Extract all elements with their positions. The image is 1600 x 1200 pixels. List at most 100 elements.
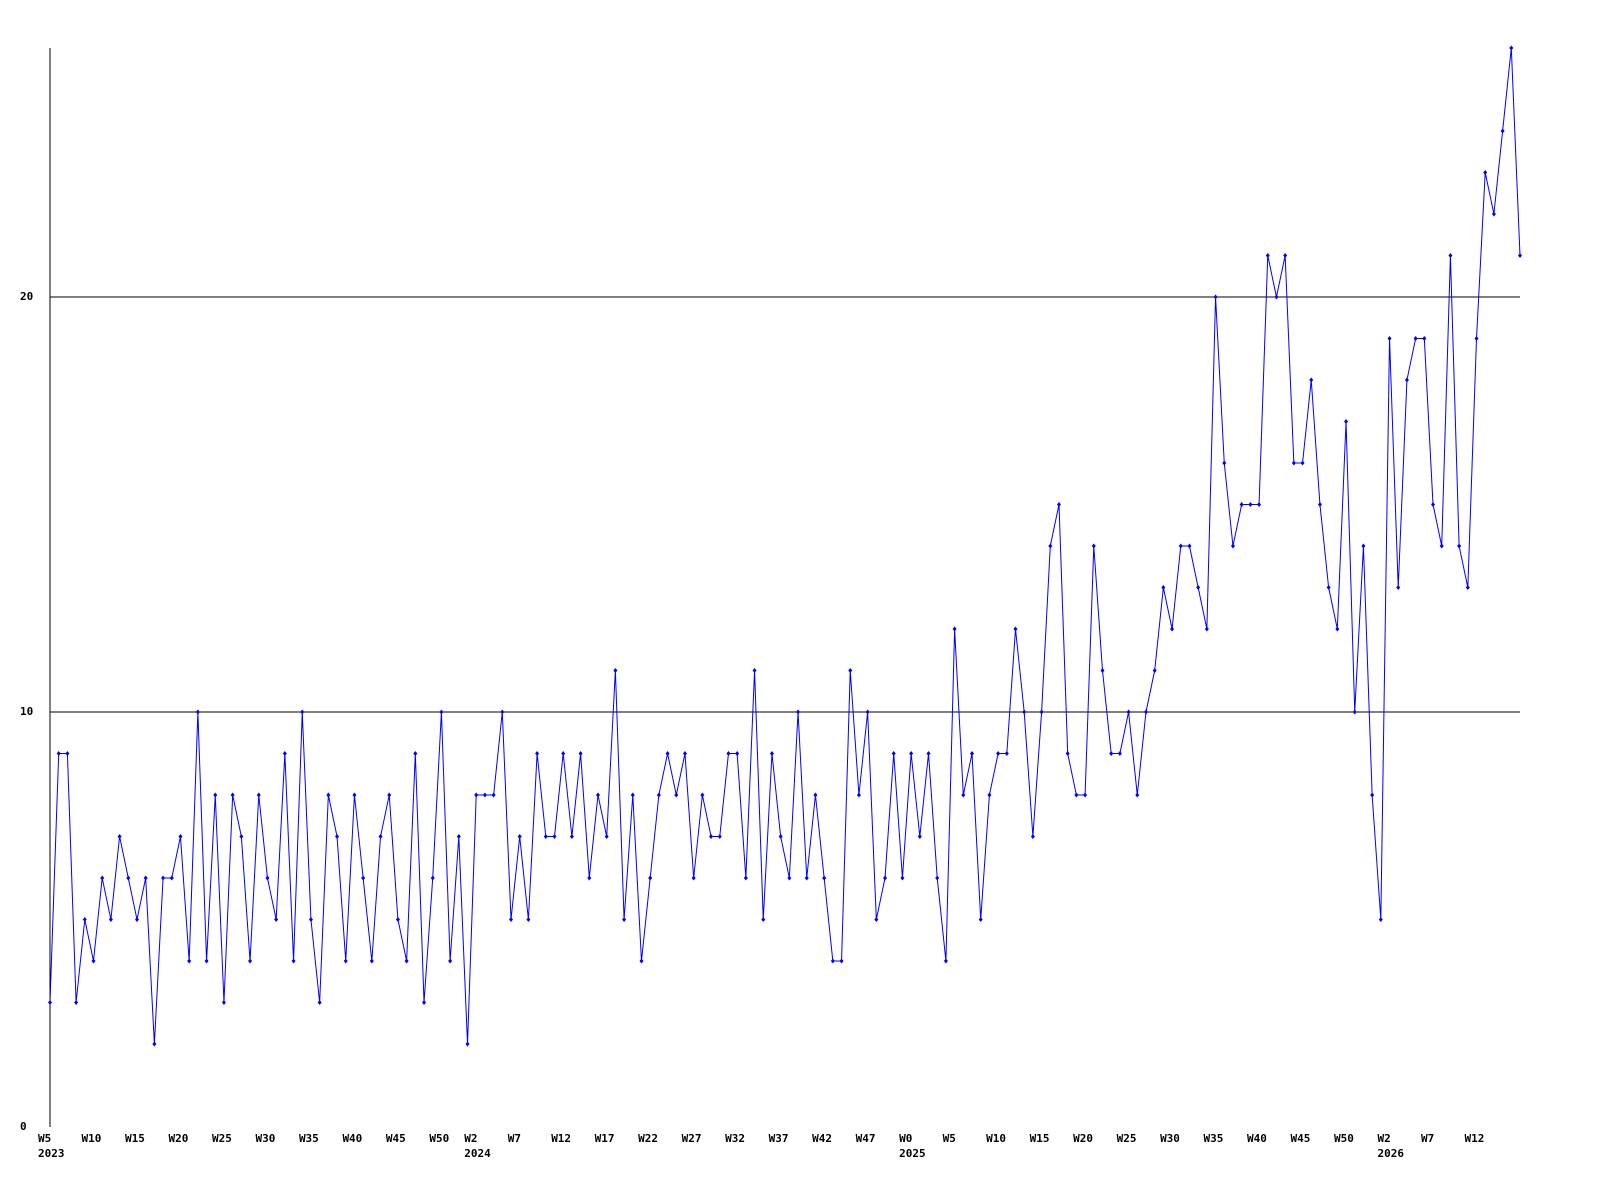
data-point — [1230, 543, 1235, 549]
data-point — [1413, 336, 1418, 341]
data-point — [1178, 543, 1183, 549]
data-point — [848, 668, 853, 673]
data-point — [726, 751, 731, 756]
x-tick-label: W32 — [725, 1132, 745, 1145]
data-point — [1091, 543, 1096, 549]
data-point — [213, 792, 218, 798]
x-tick-label: W45 — [1291, 1132, 1311, 1145]
data-point — [717, 834, 722, 839]
data-point — [1431, 502, 1436, 507]
data-point — [1109, 751, 1114, 756]
x-tick-label: W17 — [595, 1132, 615, 1145]
data-point — [1143, 709, 1148, 715]
x-tick-label: W37 — [769, 1132, 789, 1145]
data-point — [1257, 502, 1262, 507]
data-point — [1170, 626, 1175, 632]
data-point — [700, 792, 705, 798]
data-point — [604, 834, 609, 839]
data-point — [1474, 336, 1479, 341]
x-tick-label: W40 — [342, 1132, 362, 1145]
data-point — [509, 917, 514, 922]
x-tick-label: W45 — [386, 1132, 406, 1145]
data-point — [422, 1000, 427, 1005]
x-tick-label: W15 — [1030, 1132, 1050, 1145]
data-point — [361, 875, 366, 881]
data-point — [413, 751, 418, 756]
data-point — [100, 875, 105, 881]
x-tick-label: W7 — [508, 1132, 521, 1145]
y-tick-label: 10 — [20, 705, 33, 718]
data-point — [543, 834, 548, 839]
y-tick-label: 20 — [20, 290, 33, 303]
data-point — [1083, 792, 1088, 798]
data-point — [395, 917, 400, 922]
data-point — [926, 751, 931, 756]
data-point — [1509, 45, 1514, 51]
data-point — [352, 792, 357, 798]
data-point — [1248, 502, 1253, 507]
data-point — [1491, 211, 1496, 217]
data-point — [1291, 460, 1296, 466]
data-point — [1196, 585, 1201, 590]
data-point — [430, 875, 435, 881]
data-point — [1065, 751, 1070, 756]
data-point — [1439, 543, 1444, 549]
data-point — [865, 709, 870, 715]
data-point — [578, 751, 583, 756]
data-point — [996, 751, 1001, 756]
data-point — [291, 958, 296, 964]
data-point — [387, 792, 392, 798]
data-point — [752, 668, 757, 673]
data-point — [778, 834, 783, 839]
data-point — [1404, 377, 1409, 383]
data-point — [491, 792, 496, 798]
x-tick-label: W35 — [1204, 1132, 1224, 1145]
data-point — [595, 792, 600, 798]
data-point — [169, 875, 174, 881]
data-point — [474, 792, 479, 798]
data-point — [682, 751, 687, 756]
data-point — [482, 792, 487, 798]
data-point — [1265, 253, 1270, 258]
data-point — [308, 917, 313, 922]
data-point — [1518, 253, 1522, 258]
x-tick-label: W5 — [943, 1132, 956, 1145]
x-year-label: 2025 — [899, 1147, 926, 1160]
data-point — [813, 792, 818, 798]
data-point — [378, 834, 383, 839]
x-tick-label: W5 — [38, 1132, 51, 1145]
data-point — [143, 875, 148, 881]
data-point — [1317, 502, 1322, 507]
data-point — [1335, 626, 1340, 632]
data-point — [961, 792, 966, 798]
data-point — [1344, 419, 1349, 424]
data-point — [1361, 543, 1366, 549]
x-tick-label: W12 — [551, 1132, 571, 1145]
data-point — [709, 834, 714, 839]
data-point — [204, 958, 209, 964]
x-tick-label: W25 — [1117, 1132, 1137, 1145]
data-point — [917, 834, 922, 839]
data-point — [1370, 792, 1375, 798]
data-point — [1135, 792, 1140, 798]
data-point — [1283, 253, 1288, 258]
data-point — [248, 958, 253, 964]
x-tick-label: W7 — [1421, 1132, 1434, 1145]
data-point — [1274, 294, 1279, 300]
x-tick-label: W10 — [986, 1132, 1006, 1145]
data-point — [517, 834, 522, 839]
x-tick-label: W30 — [1160, 1132, 1180, 1145]
data-point — [1152, 668, 1157, 673]
data-point — [239, 834, 244, 839]
x-tick-label: W42 — [812, 1132, 832, 1145]
data-point — [909, 751, 914, 756]
data-point — [587, 875, 592, 881]
data-point — [404, 958, 409, 964]
data-point — [195, 709, 200, 715]
x-tick-label: W10 — [81, 1132, 101, 1145]
data-point — [1309, 377, 1314, 383]
data-point — [1022, 709, 1027, 715]
data-point — [1187, 543, 1192, 549]
data-point — [535, 751, 540, 756]
data-point — [187, 958, 192, 964]
